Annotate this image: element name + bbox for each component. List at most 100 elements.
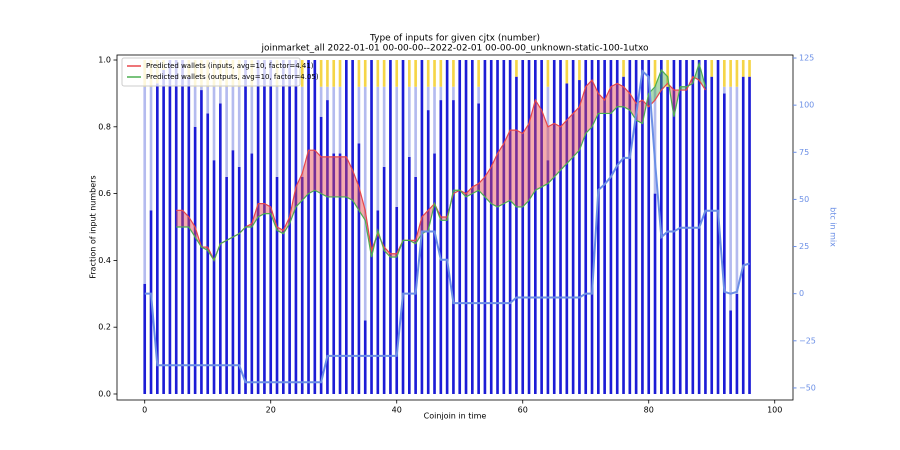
bar-segment (363, 320, 367, 394)
bar-segment (710, 76, 714, 394)
bar-segment (313, 60, 317, 394)
chart-subtitle: joinmarket_all 2022-01-01 00-00-00--2022… (260, 44, 649, 54)
bar-segment (540, 60, 543, 394)
line (176, 61, 707, 262)
y-tick-label: 0.4 (98, 256, 111, 265)
bar-segment (471, 60, 474, 394)
bar-segment (345, 60, 348, 394)
line (144, 69, 750, 384)
bar-segment (546, 160, 550, 394)
y2-tick-label: 50 (799, 195, 809, 204)
bar-segment (307, 60, 310, 394)
bar-segment (193, 126, 197, 394)
bar-segment (212, 160, 216, 394)
bar-segment (597, 60, 600, 394)
bar-segment (250, 86, 254, 154)
bar-segment (502, 60, 506, 394)
bar-segment (452, 100, 455, 394)
y2-tick-label: 75 (799, 148, 809, 157)
x-tick-label: 80 (644, 406, 654, 415)
bar-segment (288, 60, 291, 394)
bar-segment (477, 86, 480, 104)
fill-between (554, 123, 561, 177)
fill-between (604, 86, 611, 114)
bar-segment (426, 60, 430, 87)
fill-between (277, 226, 284, 234)
fill-between (585, 80, 593, 134)
fill-between (472, 183, 479, 194)
fill-between (629, 93, 637, 121)
fill-between (176, 210, 183, 227)
bar-segment (735, 293, 739, 394)
bar-segment (376, 210, 380, 394)
x-tick-label: 20 (266, 406, 276, 415)
bar-segment (408, 86, 411, 157)
bar-segment (496, 60, 499, 394)
bar-segment (225, 176, 228, 394)
bar-segment (578, 60, 581, 81)
bar-segment (653, 193, 657, 394)
line (176, 75, 706, 262)
bar-segment (275, 86, 279, 177)
fill-between (535, 100, 542, 191)
bar-segment (263, 60, 266, 394)
bar-segment (723, 60, 726, 87)
bar-segment (433, 86, 436, 154)
bar-segment (300, 176, 304, 394)
bar-segment (735, 60, 739, 87)
fill-between (680, 86, 687, 91)
y-tick-label: 1.0 (98, 56, 111, 65)
bar-segment (319, 60, 323, 87)
bar-segment (439, 100, 443, 394)
fill-between (182, 210, 189, 227)
bar-segment (723, 93, 726, 394)
bar-segment (363, 86, 367, 321)
bar-segment (300, 86, 304, 177)
bar-segment (212, 86, 216, 161)
bar-segment (464, 60, 468, 394)
x-tick-label: 100 (767, 406, 782, 415)
bar-segment (748, 60, 751, 77)
plot-frame (116, 54, 794, 401)
fill-between (547, 123, 555, 184)
bar-segment (634, 60, 638, 394)
bar-segment (729, 86, 732, 311)
bar-segment (433, 153, 436, 394)
fill-between (541, 110, 548, 187)
bar-segment (452, 86, 455, 101)
y2-tick-label: −50 (799, 383, 816, 392)
bar-segment (571, 60, 575, 394)
bar-segment (206, 86, 210, 114)
y-tick-label: 0.2 (98, 323, 111, 332)
bar-segment (653, 86, 657, 194)
legend-box (121, 57, 301, 87)
y2-tick-label: 125 (799, 54, 814, 63)
bar-segment (363, 60, 367, 87)
bar-segment (552, 60, 556, 394)
bar-segment (326, 100, 329, 394)
bar-segment (735, 86, 739, 294)
fill-between (440, 216, 448, 221)
fill-between (661, 70, 668, 91)
bar-segment (515, 76, 518, 394)
bar-segment (741, 60, 745, 77)
bar-segment (376, 86, 380, 211)
bar-segment (193, 86, 197, 127)
fill-between (295, 173, 303, 207)
bar-segment (206, 113, 210, 394)
fill-between (327, 156, 334, 197)
bar-segment (565, 60, 569, 84)
bar-segment (565, 83, 569, 394)
bar-segment (748, 76, 751, 394)
fill-between (655, 70, 662, 101)
fill-between (302, 150, 309, 201)
bar-segment (622, 76, 625, 394)
bar-segment (395, 86, 399, 207)
bar-segment (426, 86, 430, 111)
bar-segment (716, 60, 720, 394)
x-tick-label: 60 (518, 406, 528, 415)
bar-segment (389, 60, 392, 394)
bar-segment (218, 86, 222, 104)
bar-segment (458, 60, 462, 394)
bar-segment (628, 60, 632, 394)
